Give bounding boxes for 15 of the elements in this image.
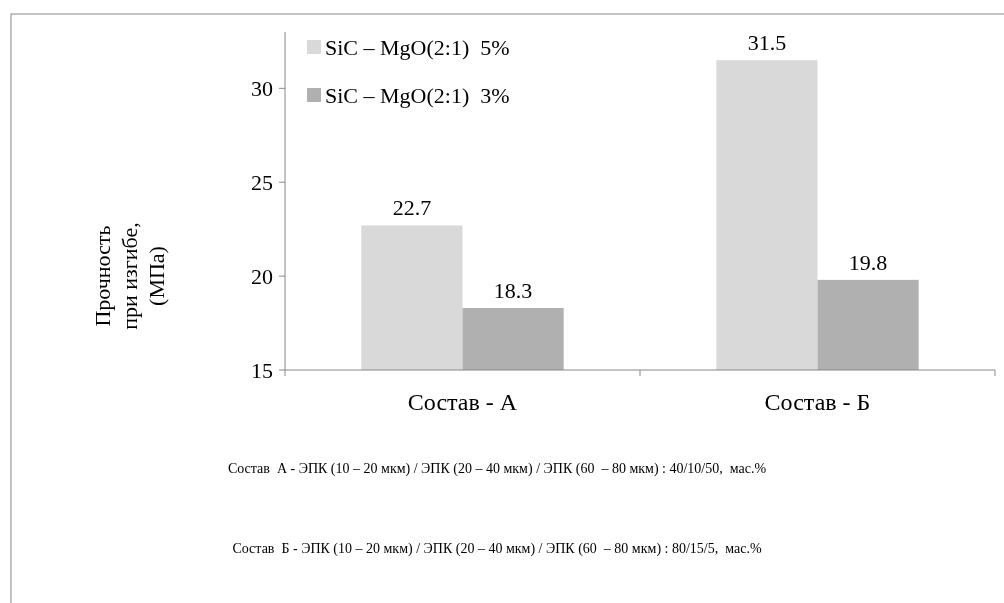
text: Состав А - ЭПК (10 – 20 мкм) / ЭПК (20 – 40 мкм) / ЭПК (60 – 80 мкм) : 40/10/50, мас.%: [227, 461, 767, 477]
y-tick-label: 25: [251, 169, 273, 195]
y-axis-title: Прочность при изгибе, (МПа): [90, 222, 169, 330]
y-tick-label: 30: [251, 76, 273, 102]
data-label: 22.7: [392, 195, 432, 221]
data-label: 19.8: [848, 249, 888, 275]
text: Состав Б - ЭПК (10 – 20 мкм) / ЭПК (20 – 40 мкм) / ЭПК (60 – 80 мкм) : 80/15/5, мас.%: [232, 541, 762, 557]
y-tick-label: 20: [251, 263, 273, 289]
x-tick-label: Состав - Б: [764, 389, 871, 415]
legend-label: SiC – MgO(2:1) 3%: [325, 82, 510, 108]
data-label: 31.5: [747, 30, 787, 56]
legend-label: SiC – MgO(2:1) 5%: [325, 34, 510, 60]
y-tick-label: 15: [251, 357, 273, 383]
data-label: 18.3: [493, 278, 533, 304]
x-tick-label: Состав - А: [407, 389, 518, 415]
